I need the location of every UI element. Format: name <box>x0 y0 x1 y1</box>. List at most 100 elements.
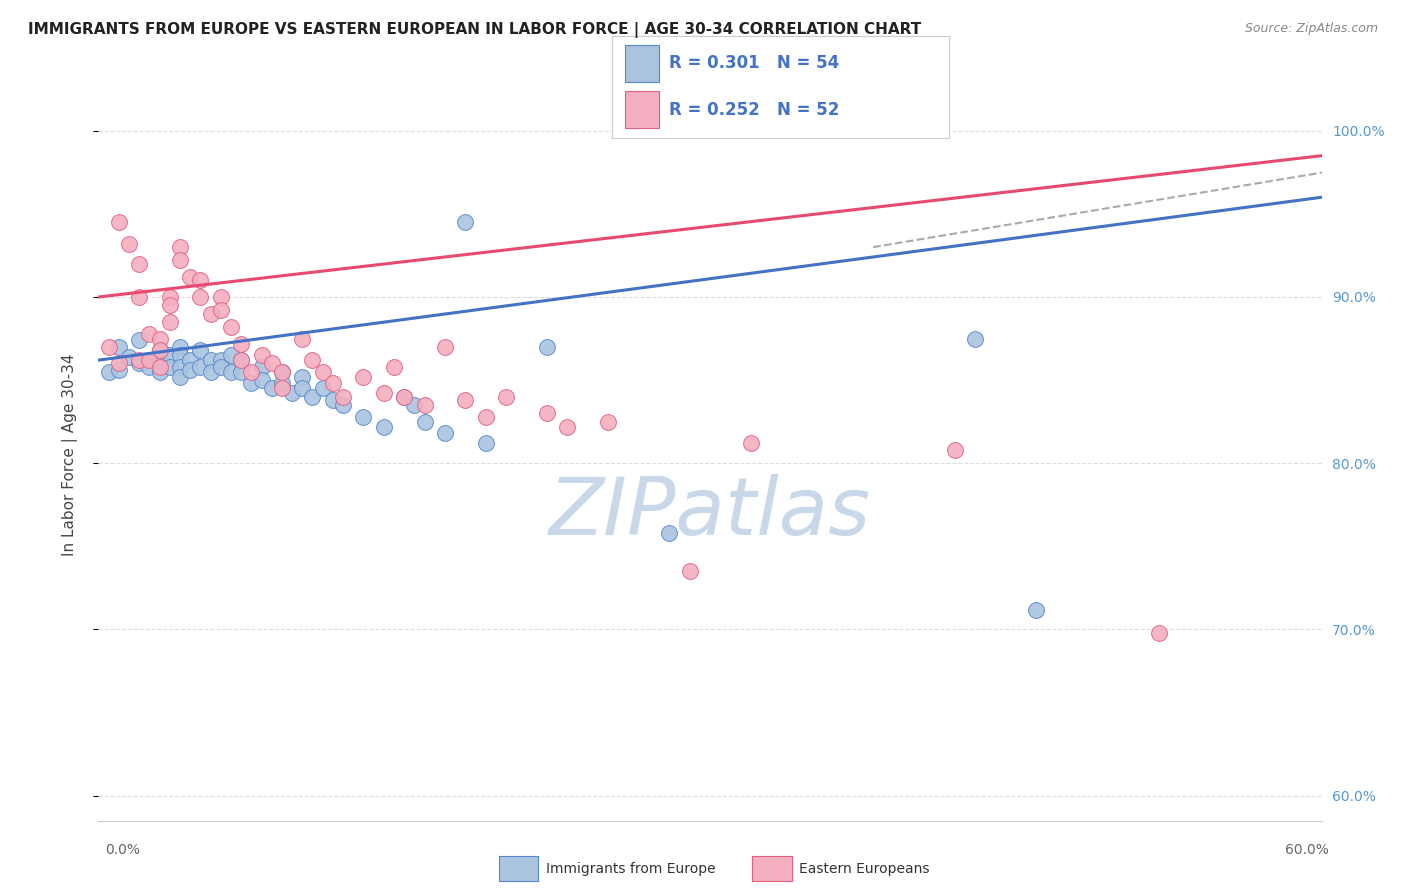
Point <box>108 356 131 370</box>
Text: ZIPatlas: ZIPatlas <box>548 475 872 552</box>
Text: R = 0.301   N = 54: R = 0.301 N = 54 <box>669 54 839 72</box>
Point <box>219 365 242 379</box>
Point <box>536 406 558 420</box>
Point <box>260 356 283 370</box>
Point <box>250 348 273 362</box>
Point <box>149 359 172 374</box>
Point <box>434 340 457 354</box>
Point <box>291 332 314 346</box>
Point <box>118 236 141 251</box>
Text: Source: ZipAtlas.com: Source: ZipAtlas.com <box>1244 22 1378 36</box>
Point <box>169 359 191 374</box>
Point <box>322 392 344 407</box>
Point <box>188 273 212 287</box>
Point <box>128 333 150 347</box>
Point <box>169 340 191 354</box>
Point <box>159 290 181 304</box>
Point <box>332 398 354 412</box>
Point <box>240 365 263 379</box>
Point <box>169 348 191 362</box>
Text: Immigrants from Europe: Immigrants from Europe <box>546 862 716 876</box>
Point <box>149 365 172 379</box>
Text: R = 0.252   N = 52: R = 0.252 N = 52 <box>669 101 839 119</box>
Point <box>219 348 242 362</box>
Point <box>138 359 160 374</box>
Point <box>474 409 498 424</box>
Point <box>188 359 212 374</box>
Point <box>138 326 160 341</box>
Point <box>250 359 273 374</box>
Point <box>301 353 323 368</box>
Text: IMMIGRANTS FROM EUROPE VS EASTERN EUROPEAN IN LABOR FORCE | AGE 30-34 CORRELATIO: IMMIGRANTS FROM EUROPE VS EASTERN EUROPE… <box>28 22 921 38</box>
Point <box>413 415 436 429</box>
Point <box>159 315 181 329</box>
Point <box>373 386 395 401</box>
Point <box>454 392 477 407</box>
Point <box>209 290 232 304</box>
Point <box>200 353 222 368</box>
Point <box>149 332 172 346</box>
FancyBboxPatch shape <box>626 91 659 128</box>
Point <box>108 215 131 229</box>
Point <box>149 353 172 368</box>
Point <box>169 369 191 384</box>
Point <box>658 526 681 541</box>
Text: 0.0%: 0.0% <box>105 843 141 857</box>
Point <box>598 415 620 429</box>
Point <box>118 350 141 364</box>
Point <box>179 363 201 377</box>
Point <box>128 257 150 271</box>
Point <box>159 348 181 362</box>
Point <box>679 564 702 578</box>
Point <box>322 376 344 391</box>
Point <box>352 409 374 424</box>
Point <box>352 369 374 384</box>
Point <box>179 353 201 368</box>
Point <box>312 365 335 379</box>
Point <box>209 353 232 368</box>
Point <box>291 369 314 384</box>
Point <box>149 343 172 358</box>
Point <box>138 353 160 368</box>
Point <box>270 365 294 379</box>
Point <box>392 390 416 404</box>
Point <box>1025 602 1047 616</box>
Point <box>260 381 283 395</box>
Point <box>169 240 191 254</box>
Point <box>495 390 517 404</box>
Point <box>301 390 323 404</box>
Point <box>1147 625 1170 640</box>
Point <box>128 356 150 370</box>
Point <box>281 386 304 401</box>
Point <box>200 307 222 321</box>
Text: 60.0%: 60.0% <box>1285 843 1329 857</box>
Point <box>557 419 579 434</box>
Point <box>250 373 273 387</box>
Point <box>169 253 191 268</box>
Point <box>434 426 457 441</box>
Point <box>965 332 987 346</box>
Point <box>188 343 212 358</box>
Point <box>392 390 416 404</box>
Point <box>270 381 294 395</box>
Point <box>159 359 181 374</box>
Text: Eastern Europeans: Eastern Europeans <box>799 862 929 876</box>
Point <box>97 340 120 354</box>
Point <box>128 353 150 368</box>
Point <box>291 381 314 395</box>
Point <box>740 436 762 450</box>
Point <box>373 419 395 434</box>
Point <box>240 376 263 391</box>
Point <box>454 215 477 229</box>
Point <box>413 398 436 412</box>
Point <box>231 336 253 351</box>
Point <box>179 270 201 285</box>
Point <box>270 376 294 391</box>
Point <box>209 303 232 318</box>
FancyBboxPatch shape <box>626 45 659 82</box>
Point <box>382 359 405 374</box>
Point <box>200 365 222 379</box>
Point <box>231 353 253 368</box>
Point <box>108 340 131 354</box>
Point <box>219 319 242 334</box>
